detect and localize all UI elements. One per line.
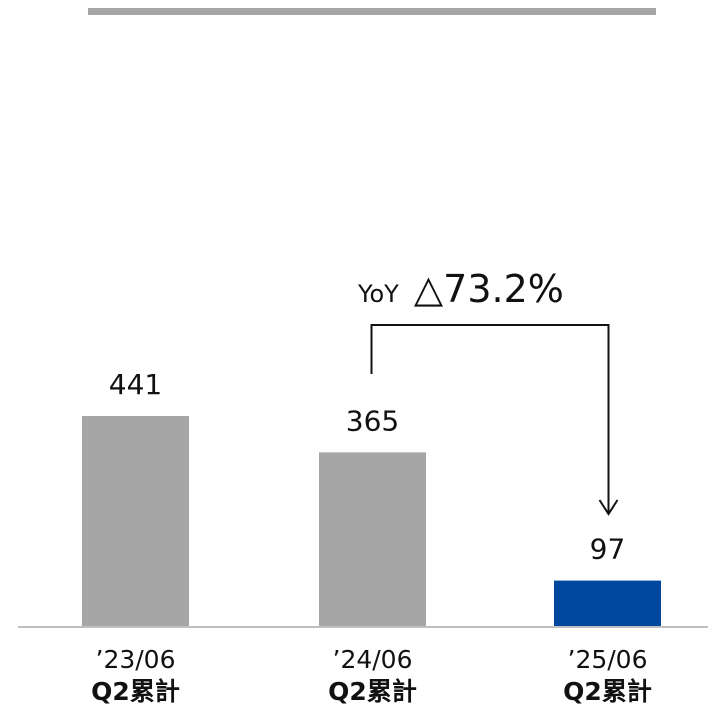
value-label-1: 365	[346, 404, 399, 437]
category-label-1-line1: ’24/06	[333, 645, 413, 674]
yoy-label: YoY △73.2%	[357, 267, 564, 311]
value-labels-group: 441 365 97	[109, 368, 626, 566]
bars-group	[82, 416, 661, 627]
category-label-1-line2: Q2累計	[328, 677, 417, 705]
yoy-arrowhead	[598, 499, 619, 516]
header-rule	[88, 8, 656, 15]
category-label-2-line1: ’25/06	[568, 645, 648, 674]
yoy-value: △73.2%	[414, 267, 564, 311]
value-label-2: 97	[590, 533, 626, 566]
bar-2	[554, 580, 661, 627]
bar-1	[319, 452, 426, 627]
category-label-0-line2: Q2累計	[91, 677, 180, 705]
category-labels-group: ’23/06 Q2累計 ’24/06 Q2累計 ’25/06 Q2累計	[91, 645, 652, 705]
category-label-0-line1: ’23/06	[96, 645, 176, 674]
yoy-annotation: YoY △73.2%	[357, 267, 619, 516]
category-label-2-line2: Q2累計	[563, 677, 652, 705]
bar-0	[82, 416, 189, 627]
yoy-prefix: YoY	[357, 280, 399, 308]
yoy-connector-line	[370, 324, 610, 514]
value-label-0: 441	[109, 368, 162, 401]
